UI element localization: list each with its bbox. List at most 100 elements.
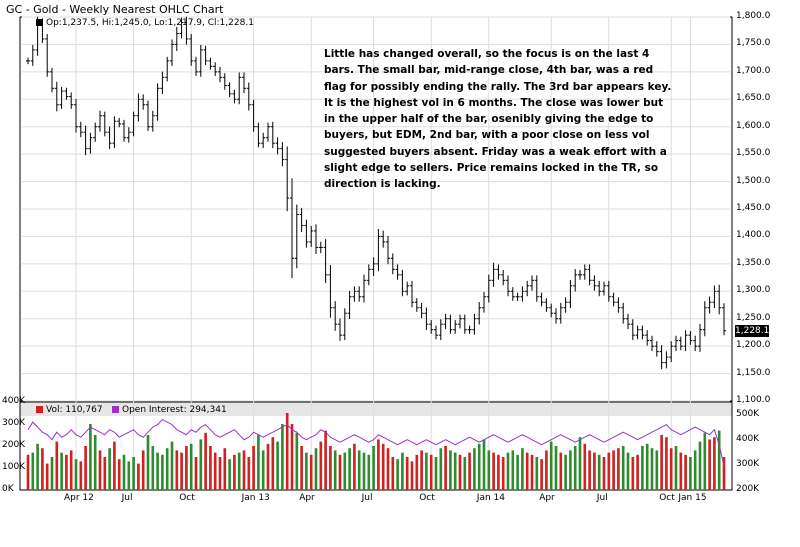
x-tick-label: Apr bbox=[299, 493, 315, 503]
price-tick-label: 1,150.0 bbox=[736, 367, 771, 378]
price-tick-label: 1,250.0 bbox=[736, 312, 771, 323]
volume-bar bbox=[602, 457, 606, 490]
volume-tick-label: 300K bbox=[2, 418, 26, 428]
volume-bar bbox=[348, 448, 351, 490]
volume-bar bbox=[151, 446, 155, 490]
price-tick-label: 1,700.0 bbox=[736, 65, 771, 76]
last-price-marker: 1,228.1 bbox=[735, 325, 770, 337]
volume-bar bbox=[482, 439, 486, 490]
volume-bar bbox=[492, 452, 495, 490]
volume-bar bbox=[626, 452, 630, 490]
volume-bar bbox=[713, 437, 716, 490]
volume-bar bbox=[31, 452, 35, 490]
volume-bar bbox=[525, 452, 529, 490]
volume-bar bbox=[237, 452, 241, 490]
volume-bar bbox=[717, 430, 721, 490]
x-tick-label: Jul bbox=[361, 493, 373, 503]
volume-bar bbox=[569, 450, 572, 490]
volume-bar bbox=[329, 446, 332, 490]
volume-bar bbox=[314, 448, 318, 490]
volume-bar bbox=[209, 446, 212, 490]
volume-bar bbox=[612, 450, 615, 490]
volume-bar bbox=[511, 450, 515, 490]
volume-bar bbox=[165, 448, 169, 490]
volume-bar bbox=[698, 441, 702, 490]
volume-bar bbox=[564, 454, 567, 490]
volume-bar bbox=[161, 454, 164, 490]
volume-bar bbox=[641, 446, 644, 490]
volume-bar bbox=[189, 443, 193, 490]
volume-bar bbox=[309, 454, 313, 490]
volume-bar bbox=[444, 446, 447, 490]
volume-bar bbox=[194, 457, 198, 490]
volume-bar bbox=[257, 435, 260, 490]
oi-tick-label: 200K bbox=[736, 484, 760, 494]
volume-bar bbox=[228, 459, 231, 490]
volume-bar bbox=[708, 439, 711, 490]
volume-bar bbox=[530, 454, 534, 490]
volume-bar bbox=[578, 437, 582, 490]
volume-bar bbox=[554, 446, 558, 490]
volume-bar bbox=[41, 448, 44, 490]
volume-bar bbox=[233, 454, 236, 490]
volume-bar bbox=[281, 424, 284, 490]
volume-bar bbox=[156, 452, 159, 490]
volume-tick-label: 100K bbox=[2, 462, 26, 472]
volume-bar bbox=[103, 457, 107, 490]
volume-bar bbox=[170, 441, 174, 490]
volume-bar bbox=[353, 443, 356, 490]
oi-tick-label: 500K bbox=[736, 408, 760, 419]
grid-lines bbox=[22, 16, 730, 490]
volume-bar bbox=[703, 432, 707, 490]
price-tick-label: 1,600.0 bbox=[736, 120, 771, 131]
volume-bar bbox=[497, 454, 500, 490]
volume-bar bbox=[26, 454, 30, 490]
price-tick-label: 1,450.0 bbox=[736, 203, 771, 213]
volume-bar bbox=[535, 457, 539, 490]
volume-bar bbox=[185, 446, 188, 490]
volume-bar bbox=[98, 450, 102, 490]
x-tick-label: Jul bbox=[596, 493, 608, 503]
volume-bar bbox=[271, 437, 275, 490]
volume-tick-label: 400K bbox=[2, 396, 26, 406]
x-tick-label: Jan 13 bbox=[241, 493, 270, 503]
volume-bar bbox=[74, 459, 78, 490]
volume-bar bbox=[69, 450, 73, 490]
price-tick-label: 1,350.0 bbox=[736, 257, 771, 268]
volume-bar bbox=[204, 432, 207, 490]
volume-tick-label: 0K bbox=[2, 484, 14, 494]
volume-bar bbox=[674, 446, 678, 490]
volume-bar bbox=[266, 443, 270, 490]
volume-bar bbox=[285, 413, 289, 490]
x-tick-label: Jan 15 bbox=[678, 493, 707, 503]
chart-title: GC - Gold - Weekly Nearest OHLC Chart bbox=[6, 3, 224, 16]
volume-bar bbox=[290, 424, 294, 490]
volume-bar bbox=[218, 457, 222, 490]
volume-bar bbox=[261, 450, 265, 490]
volume-bar bbox=[45, 463, 49, 490]
volume-bar bbox=[324, 430, 327, 490]
volume-bars bbox=[26, 413, 726, 490]
volume-bar bbox=[559, 452, 563, 490]
volume-bar bbox=[367, 454, 371, 490]
volume-bar bbox=[60, 452, 63, 490]
volume-bar bbox=[660, 435, 663, 490]
volume-bar bbox=[132, 457, 135, 490]
volume-bar bbox=[137, 463, 140, 490]
volume-bar bbox=[506, 452, 510, 490]
ohlc-values: Op:1,237.5, Hi:1,245.0, Lo:1,217.9, Cl:1… bbox=[46, 18, 254, 28]
volume-bar bbox=[252, 446, 255, 490]
volume-bar bbox=[180, 452, 183, 490]
price-tick-label: 1,750.0 bbox=[736, 38, 771, 49]
volume-bar bbox=[477, 443, 481, 490]
volume-bar bbox=[434, 457, 438, 490]
price-tick-label: 1,500.0 bbox=[736, 175, 771, 186]
volume-bar bbox=[362, 452, 366, 490]
volume-bar bbox=[127, 461, 131, 490]
open-interest-legend: Open Interest: 294,341 bbox=[112, 405, 227, 415]
volume-bar bbox=[319, 441, 323, 490]
volume-bar bbox=[117, 459, 121, 490]
volume-legend-swatch bbox=[36, 406, 43, 413]
volume-bar bbox=[410, 461, 414, 490]
